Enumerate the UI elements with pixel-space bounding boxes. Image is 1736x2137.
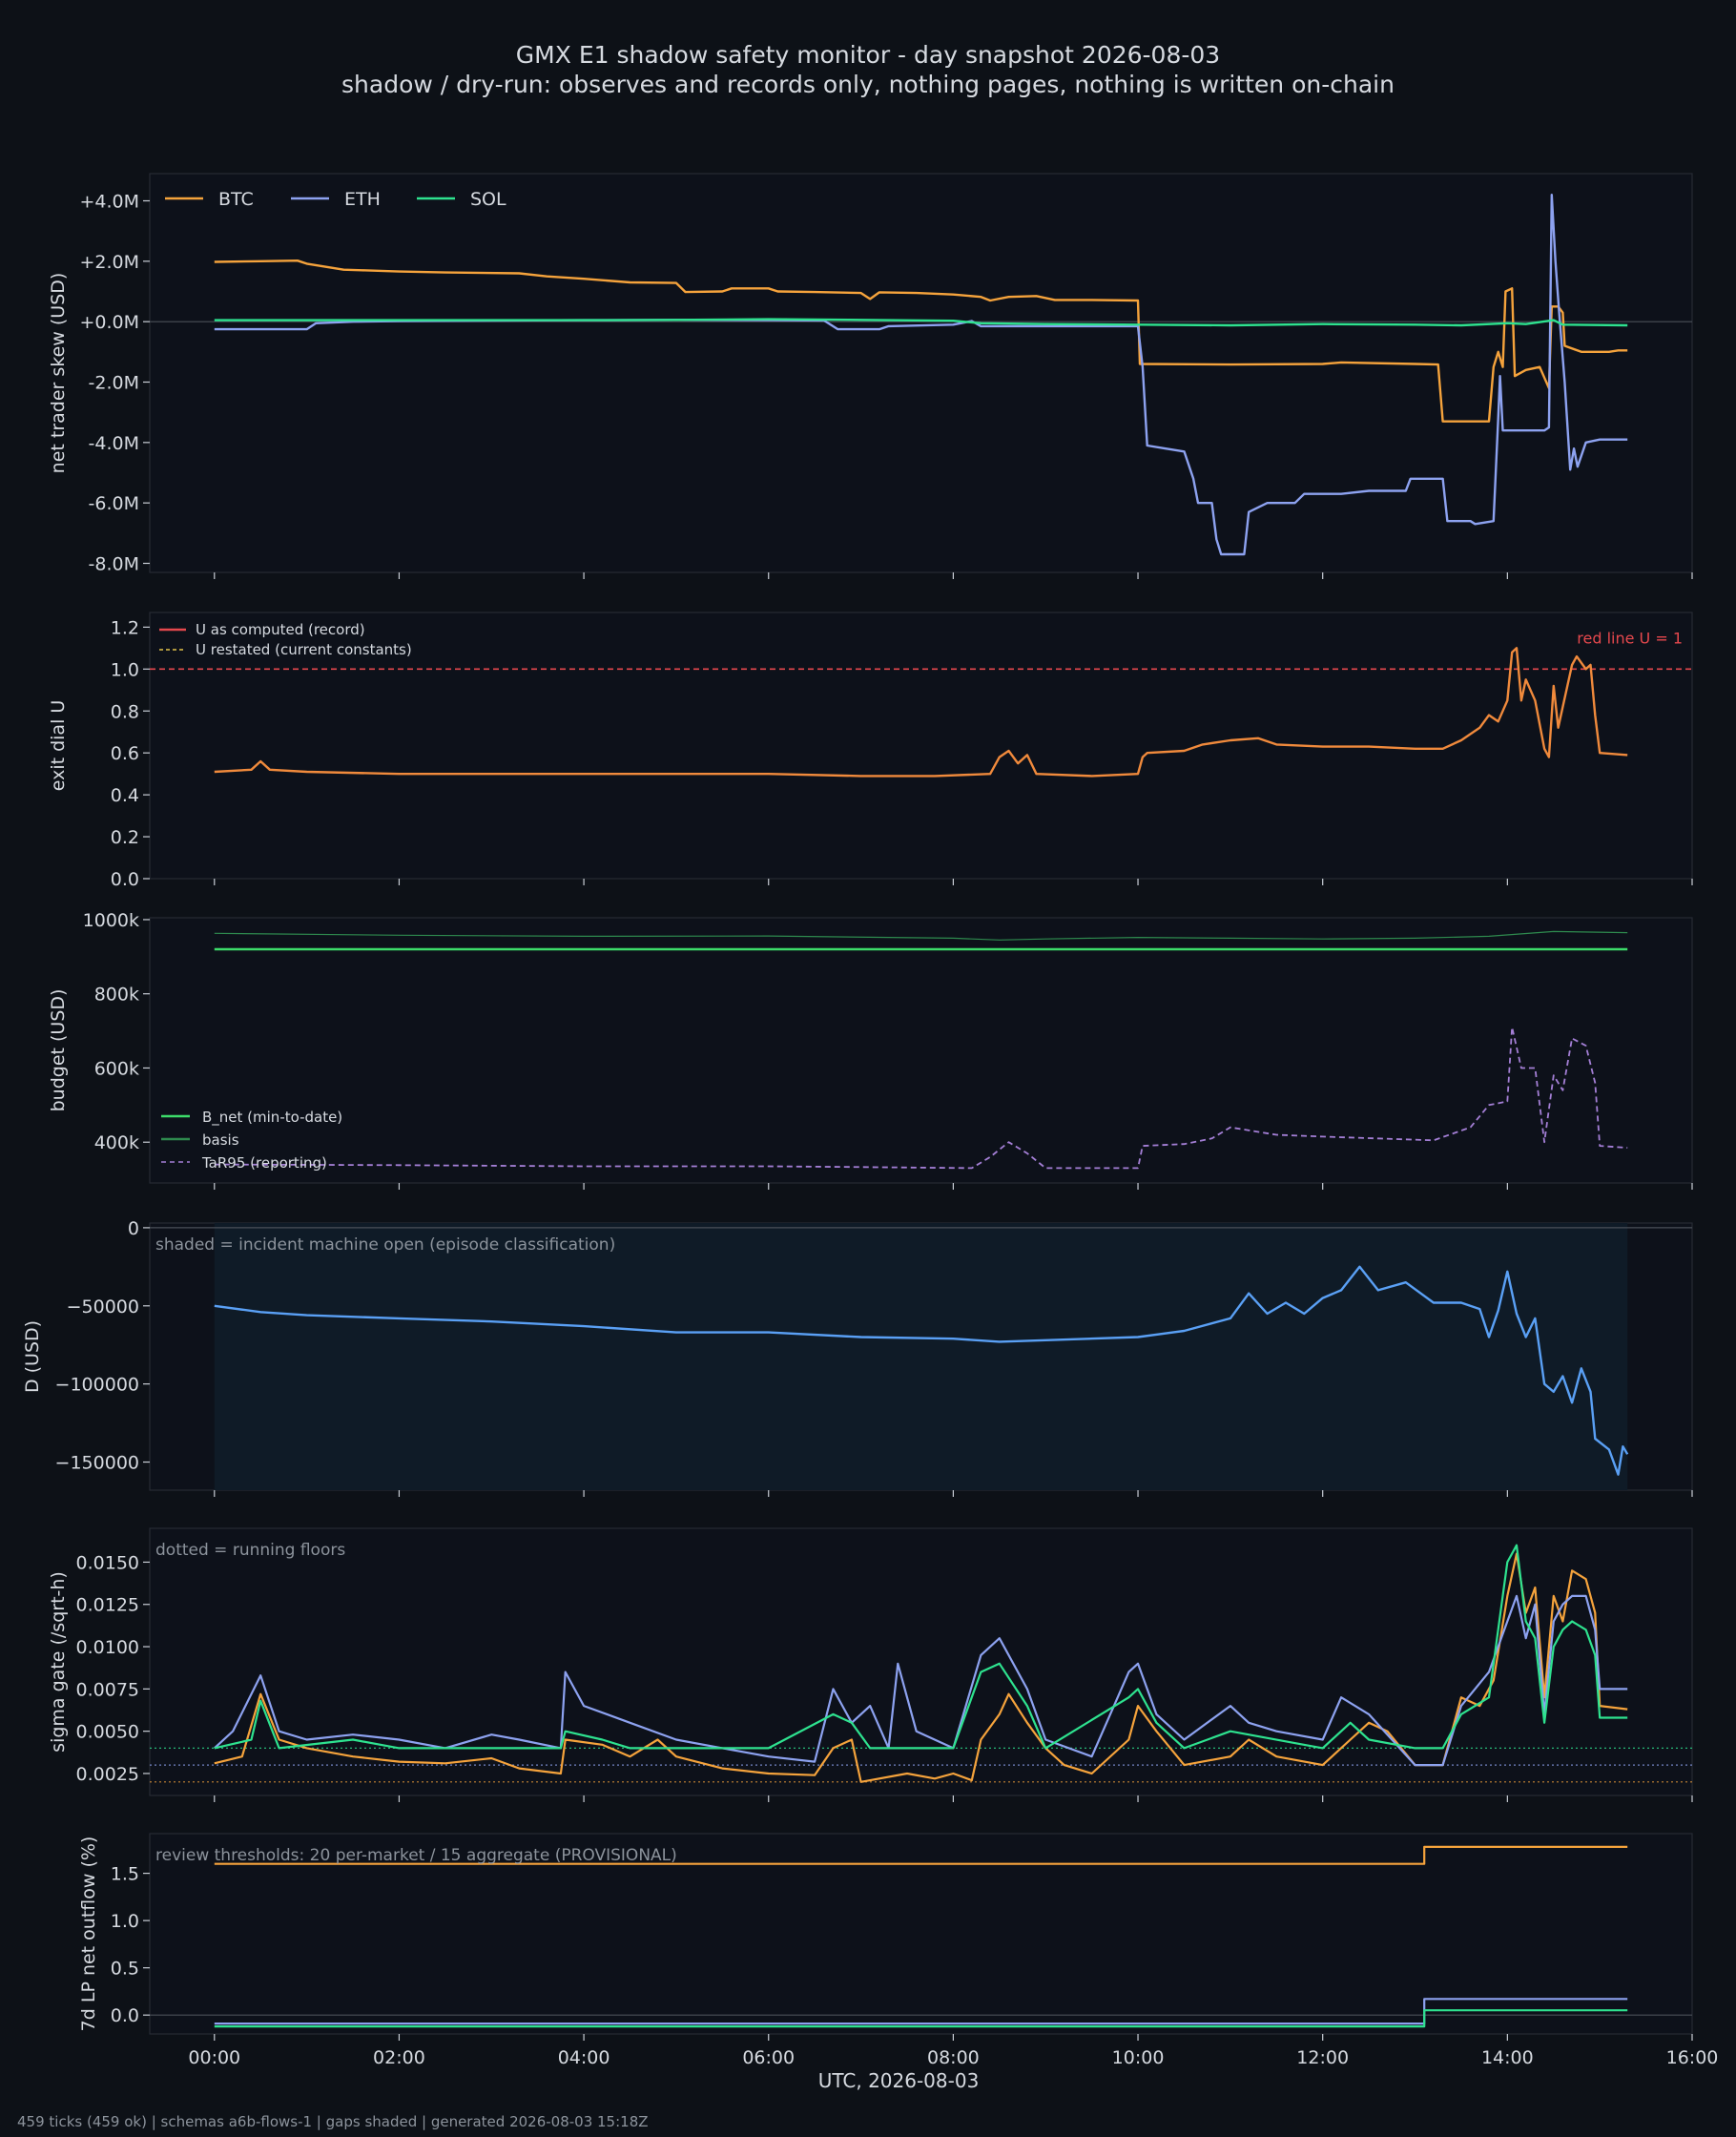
y-tick-label: 0.8	[111, 701, 139, 722]
y-tick-label: 0.2	[111, 827, 139, 848]
x-tick-label: 02:00	[373, 2047, 425, 2068]
plot-area	[149, 917, 1693, 1184]
y-tick-label: 1000k	[83, 910, 139, 931]
series-line-d	[214, 1265, 1629, 1476]
legend-label: U restated (current constants)	[196, 641, 412, 658]
series-line-btc	[214, 259, 1628, 423]
x-tick-label: 06:00	[742, 2047, 795, 2068]
x-tick-label: 00:00	[188, 2047, 240, 2068]
series-line-basis	[214, 930, 1628, 941]
y-tick-label: 0	[128, 1218, 139, 1239]
y-tick-label: 0.0025	[76, 1764, 139, 1785]
y-tick-label: -4.0M	[89, 433, 139, 454]
footer-status: 459 ticks (459 ok) | schemas a6b-flows-1…	[17, 2113, 649, 2130]
series-line-sol	[214, 2009, 1628, 2028]
y-tick-label: 0.0150	[76, 1552, 139, 1573]
x-tick-label: 16:00	[1666, 2047, 1719, 2068]
x-axis-label: UTC, 2026-08-03	[818, 2069, 980, 2092]
y-tick-label: 1.0	[111, 659, 139, 680]
panel-skew: -8.0M -6.0M -4.0M -2.0M +0.0M +2.0M +4.0M net t…	[48, 173, 1693, 579]
legend-label: SOL	[470, 189, 506, 210]
y-tick-label: 1.2	[111, 617, 139, 638]
y-tick-label: 600k	[94, 1058, 139, 1079]
y-tick-label: +2.0M	[79, 252, 139, 273]
figure-subtitle: shadow / dry-run: observes and records o…	[341, 71, 1395, 98]
panel-sigma_gate: 0.0025 0.0050 0.0075 0.0100 0.0125 0.0150 sigm…	[48, 1527, 1693, 1802]
legend-label: B_net (min-to-date)	[202, 1109, 342, 1127]
y-tick-label: 0.0	[111, 869, 139, 890]
legend-label: BTC	[218, 189, 254, 210]
legend-label: TaR95 (reporting)	[201, 1154, 327, 1172]
y-tick-label: 800k	[94, 985, 139, 1006]
y-tick-label: 0.5	[111, 1959, 139, 1980]
figure-title: GMX E1 shadow safety monitor - day snaps…	[516, 41, 1220, 69]
panel-note: dotted = running floors	[155, 1541, 345, 1560]
y-tick-label: 1.5	[111, 1864, 139, 1885]
y-axis-label: sigma gate (/sqrt-h)	[48, 1571, 69, 1753]
y-tick-label: 0.4	[111, 785, 139, 806]
panel-note: review thresholds: 20 per-market / 15 ag…	[155, 1846, 677, 1865]
plot-area	[149, 612, 1693, 880]
y-tick-label: −100000	[55, 1375, 139, 1396]
y-tick-label: -2.0M	[89, 373, 139, 394]
series-line-btc	[214, 1845, 1628, 1865]
panel-note: shaded = incident machine open (episode …	[155, 1235, 615, 1255]
legend-label: basis	[202, 1131, 239, 1149]
y-axis-label: exit dial U	[48, 700, 69, 792]
x-tick-label: 14:00	[1481, 2047, 1534, 2068]
series-line-u-drawn-	[214, 647, 1628, 778]
panels: -8.0M -6.0M -4.0M -2.0M +0.0M +2.0M +4.0M net t…	[22, 173, 1719, 2068]
y-tick-label: −50000	[67, 1297, 139, 1317]
y-axis-label: 7d LP net outflow (%)	[78, 1836, 99, 2032]
y-tick-label: -8.0M	[89, 554, 139, 575]
y-tick-label: 0.0100	[76, 1637, 139, 1658]
series-line-sol	[214, 1544, 1628, 1750]
x-tick-label: 12:00	[1296, 2047, 1349, 2068]
x-tick-label: 04:00	[558, 2047, 610, 2068]
panel-budget: 400k 600k 800k 1000k budget (USD) B_net (min-…	[48, 910, 1693, 1190]
y-tick-label: 0.0125	[76, 1595, 139, 1616]
x-tick-label: 08:00	[927, 2047, 980, 2068]
y-tick-label: 400k	[94, 1132, 139, 1153]
plot-area	[149, 1527, 1693, 1796]
y-tick-label: 0.0075	[76, 1679, 139, 1700]
x-tick-label: 10:00	[1112, 2047, 1165, 2068]
y-tick-label: 0.0050	[76, 1722, 139, 1743]
y-axis-label: net trader skew (USD)	[48, 273, 69, 474]
y-tick-label: +0.0M	[79, 312, 139, 333]
plot-area	[149, 173, 1693, 573]
red-line-label: red line U = 1	[1577, 629, 1683, 647]
plot-area	[149, 1833, 1693, 2035]
y-tick-label: 0.6	[111, 743, 139, 764]
y-tick-label: -6.0M	[89, 493, 139, 514]
y-tick-label: 1.0	[111, 1911, 139, 1932]
y-tick-label: +4.0M	[79, 192, 139, 213]
series-line-eth	[214, 1594, 1628, 1767]
panel-exit_dial: red line U = 1 0.0 0.2 0.4 0.6 0.8 1.0 1.2 exit …	[48, 612, 1693, 890]
legend-label: U as computed (record)	[196, 621, 365, 638]
panel-lp_outflow: 0.0 0.5 1.0 1.5 00:00 02:00 04:00 06:00 08:00 10:…	[78, 1833, 1719, 2068]
y-tick-label: 0.0	[111, 2005, 139, 2026]
incident-shading	[214, 1223, 1628, 1490]
series-line-tar95-reporting-	[214, 1026, 1628, 1170]
y-tick-label: −150000	[55, 1453, 139, 1474]
series-line-sol	[214, 318, 1628, 327]
panel-drawdown: 0 −50000 −100000 −150000 D (USD) shaded = inc…	[22, 1218, 1693, 1497]
legend-label: ETH	[344, 189, 381, 210]
y-axis-label: D (USD)	[22, 1320, 43, 1393]
y-axis-label: budget (USD)	[48, 989, 69, 1112]
